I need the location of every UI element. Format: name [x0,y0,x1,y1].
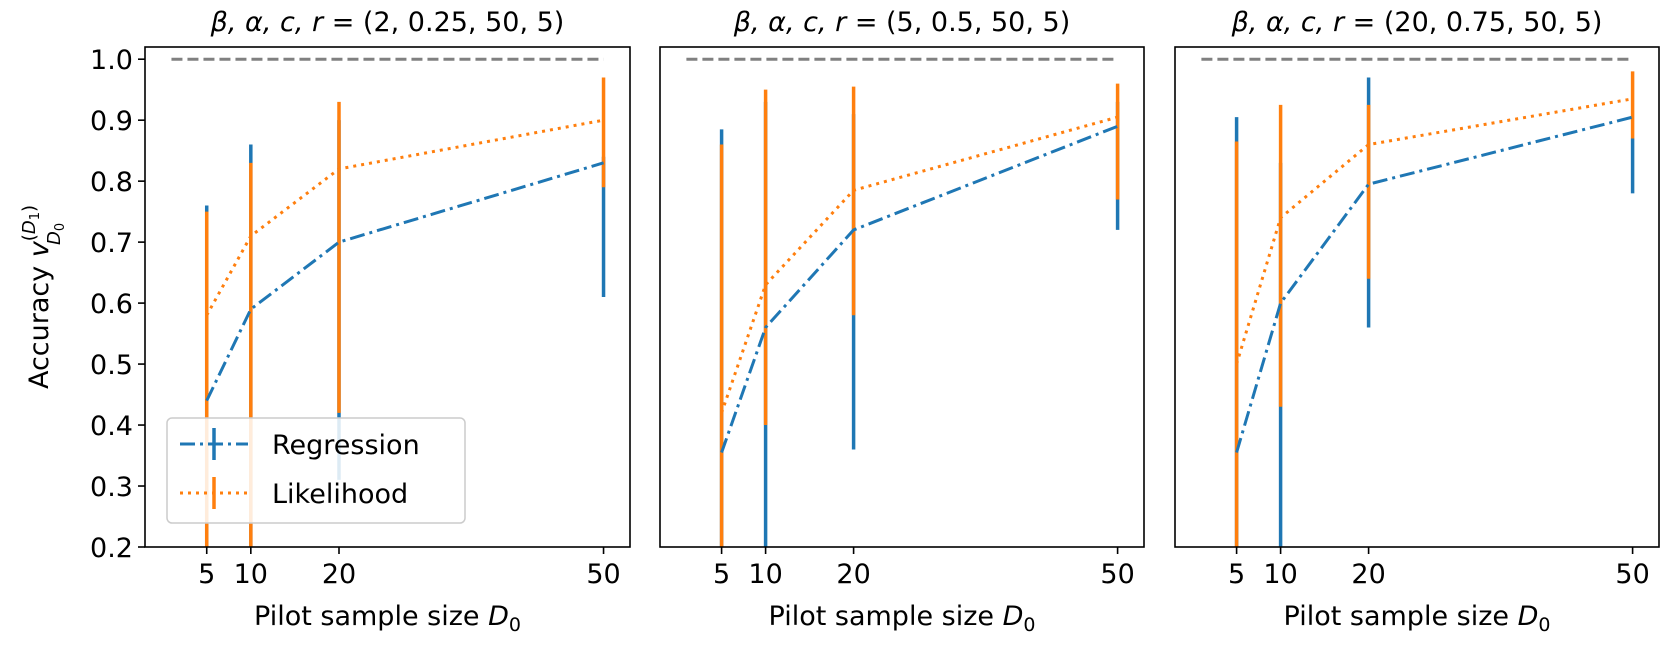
regression-line [1235,115,1633,453]
y-tick-label: 0.7 [90,228,133,259]
panel-frame [659,46,1145,548]
panel-title-values: = (2, 0.25, 50, 5) [323,7,564,38]
data-layer [719,83,1120,547]
x-tick-label: 20 [836,559,870,590]
panel-title-values: = (20, 0.75, 50, 5) [1344,7,1602,38]
x-tick-label: 50 [586,559,620,590]
y-axis-label-sub-sub: 0 [53,223,68,231]
panel-title-params: β, α, c, r [733,7,848,38]
panel-title: β, α, c, r = (2, 0.25, 50, 5) [210,7,565,38]
data-layer [1234,71,1635,547]
panel-title: β, α, c, r = (20, 0.75, 50, 5) [1231,7,1603,38]
y-tick-label: 0.6 [90,289,133,320]
panel-title-params: β, α, c, r [210,7,325,38]
y-tick-label: 0.9 [90,106,133,137]
panel-title-values: = (5, 0.5, 50, 5) [846,7,1070,38]
x-axis-label: Pilot sample size D0 [769,601,1036,636]
x-tick-label: 10 [234,559,268,590]
x-tick-label: 20 [322,559,356,590]
y-axis-label-sup-close: ) [19,205,40,212]
x-axis-label: Pilot sample size D0 [254,601,521,636]
x-tick-label: 5 [713,559,730,590]
y-tick-label: 1.0 [90,45,133,76]
x-tick-label: 10 [748,559,782,590]
x-axis-label-sub: 0 [1538,614,1550,636]
x-axis-label-var: D [1003,601,1024,632]
y-tick-label: 0.4 [90,411,133,442]
likelihood-line [1235,97,1633,365]
x-tick-label: 50 [1615,559,1649,590]
legend-label-regression: Regression [272,430,420,461]
y-axis-label-sup-var: D [19,220,40,234]
x-tick-label: 50 [1100,559,1134,590]
chart-panel-2: β, α, c, r = (5, 0.5, 50, 5) 5 10 20 50 Pilot… [659,7,1145,636]
x-axis-label: Pilot sample size D0 [1284,601,1551,636]
y-tick-label: 0.8 [90,167,133,198]
panel-frame [1174,46,1660,548]
x-axis-label-sub: 0 [509,614,521,636]
y-axis-label-sup: ( [19,234,40,241]
chart-panel-3: β, α, c, r = (20, 0.75, 50, 5) 5 10 20 50 Pil… [1174,7,1660,636]
regression-line [205,161,604,402]
likelihood-line [205,118,604,317]
x-axis-label-var: D [488,601,509,632]
legend: Regression Likelihood [166,417,466,524]
y-axis-label-sub: D [44,231,65,245]
legend-label-likelihood: Likelihood [272,479,408,510]
x-tick-label: 20 [1351,559,1385,590]
panel-frame [144,46,631,548]
chart-panel-1: β, α, c, r = (2, 0.25, 50, 5)5 10 20 50Pilo… [19,7,631,636]
y-axis-label-text: Accuracy [24,257,55,389]
y-axis-label-sup-sub: 1 [28,212,43,220]
regression-line [720,124,1119,453]
x-axis-label-text: Pilot sample size [1284,601,1518,632]
x-tick-label: 5 [198,559,215,590]
x-axis-label-text: Pilot sample size [254,601,488,632]
y-tick-label: 0.3 [90,472,133,503]
y-tick-label: 0.5 [90,350,133,381]
y-axis-label: Accuracy v(D1)D0 [19,205,68,389]
x-tick-label: 5 [1228,559,1245,590]
panel-title: β, α, c, r = (5, 0.5, 50, 5) [733,7,1071,38]
x-axis-label-var: D [1518,601,1539,632]
x-axis-label-text: Pilot sample size [769,601,1003,632]
x-axis-label-sub: 0 [1023,614,1035,636]
y-axis-label-var: v [24,240,55,257]
x-tick-label: 10 [1263,559,1297,590]
likelihood-line [720,115,1119,414]
y-tick-label: 0.2 [90,533,133,564]
panel-title-params: β, α, c, r [1231,7,1346,38]
